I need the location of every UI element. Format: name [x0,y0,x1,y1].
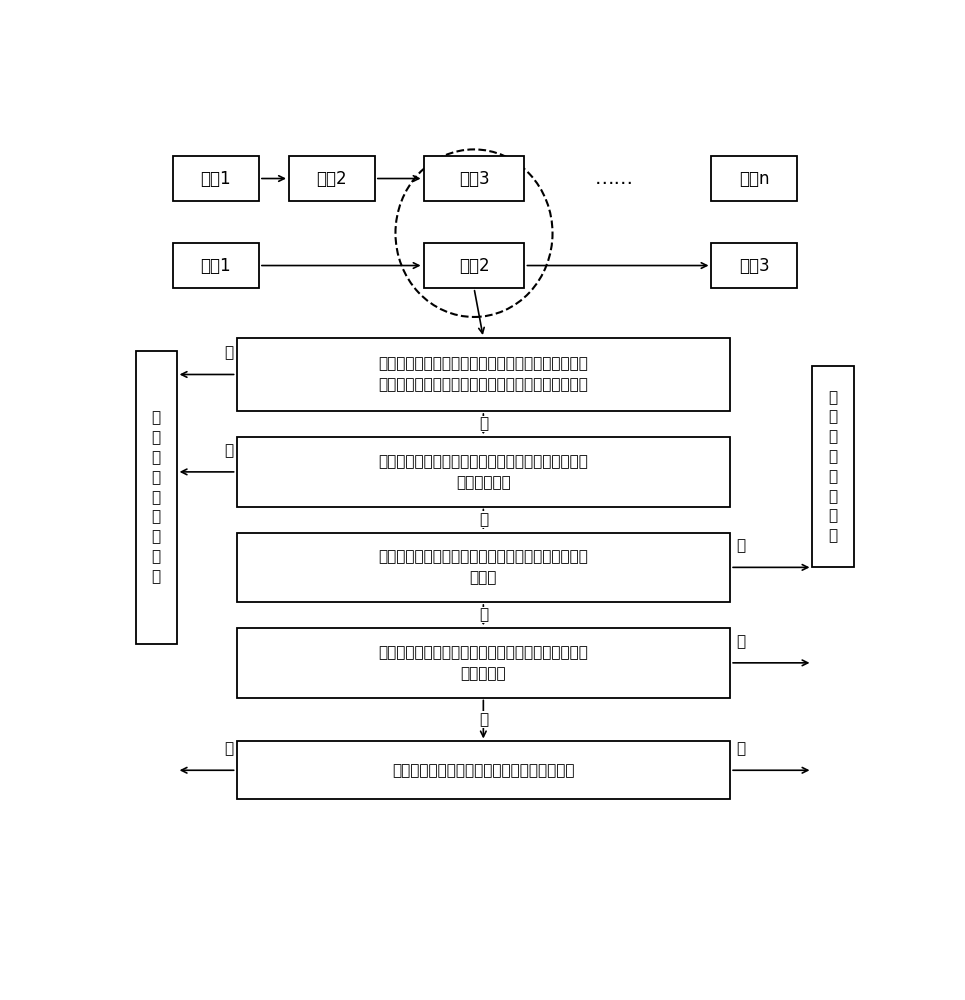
Text: 是: 是 [225,741,234,756]
Text: 判断目标基站的位置信息是否为合理位置信息: 判断目标基站的位置信息是否为合理位置信息 [392,763,574,778]
Text: 否: 否 [736,741,745,756]
Text: 基站1: 基站1 [201,170,232,188]
Text: 终端切换到基站后从基站接收到短信的时刻与终端连
接到基站的时刻之间的时间间隔小于预设的时间阈值: 终端切换到基站后从基站接收到短信的时刻与终端连 接到基站的时刻之间的时间间隔小于… [378,356,589,392]
FancyBboxPatch shape [236,628,731,698]
FancyBboxPatch shape [711,156,797,201]
Text: 否: 否 [479,608,488,623]
Text: 判断目标基站是否属于伪基站信息中包括的至少一个
伪基站: 判断目标基站是否属于伪基站信息中包括的至少一个 伪基站 [378,549,589,585]
FancyBboxPatch shape [135,351,177,644]
Text: ……: …… [594,169,634,188]
Text: 是: 是 [736,539,745,554]
FancyBboxPatch shape [173,156,259,201]
FancyBboxPatch shape [236,741,731,799]
Text: 判断终端从目标基站接收到的短信的发件人是否属于
终端的联系人: 判断终端从目标基站接收到的短信的发件人是否属于 终端的联系人 [378,454,589,490]
FancyBboxPatch shape [424,156,525,201]
Text: 基站3: 基站3 [458,170,489,188]
Text: 目
标
基
站
是
合
法
基
站: 目 标 基 站 是 合 法 基 站 [152,411,161,584]
Text: 否: 否 [736,634,745,649]
Text: 目
标
基
站
是
伪
基
站: 目 标 基 站 是 伪 基 站 [828,390,838,543]
Text: 是: 是 [225,443,234,458]
FancyBboxPatch shape [236,533,731,602]
FancyBboxPatch shape [236,437,731,507]
Text: 否: 否 [225,346,234,361]
Text: 基站n: 基站n [739,170,770,188]
FancyBboxPatch shape [236,338,731,411]
FancyBboxPatch shape [289,156,374,201]
Text: 短信3: 短信3 [739,257,770,275]
FancyBboxPatch shape [711,243,797,288]
Text: 短信2: 短信2 [458,257,489,275]
Text: 是: 是 [479,712,488,727]
Text: 短信1: 短信1 [201,257,232,275]
FancyBboxPatch shape [173,243,259,288]
Text: 基站2: 基站2 [317,170,347,188]
Text: 是: 是 [479,417,488,432]
FancyBboxPatch shape [813,366,853,567]
Text: 否: 否 [479,512,488,527]
FancyBboxPatch shape [424,243,525,288]
Text: 判断目标基站是否属于合法基站信息中包括的至少一
个合法基站: 判断目标基站是否属于合法基站信息中包括的至少一 个合法基站 [378,645,589,681]
